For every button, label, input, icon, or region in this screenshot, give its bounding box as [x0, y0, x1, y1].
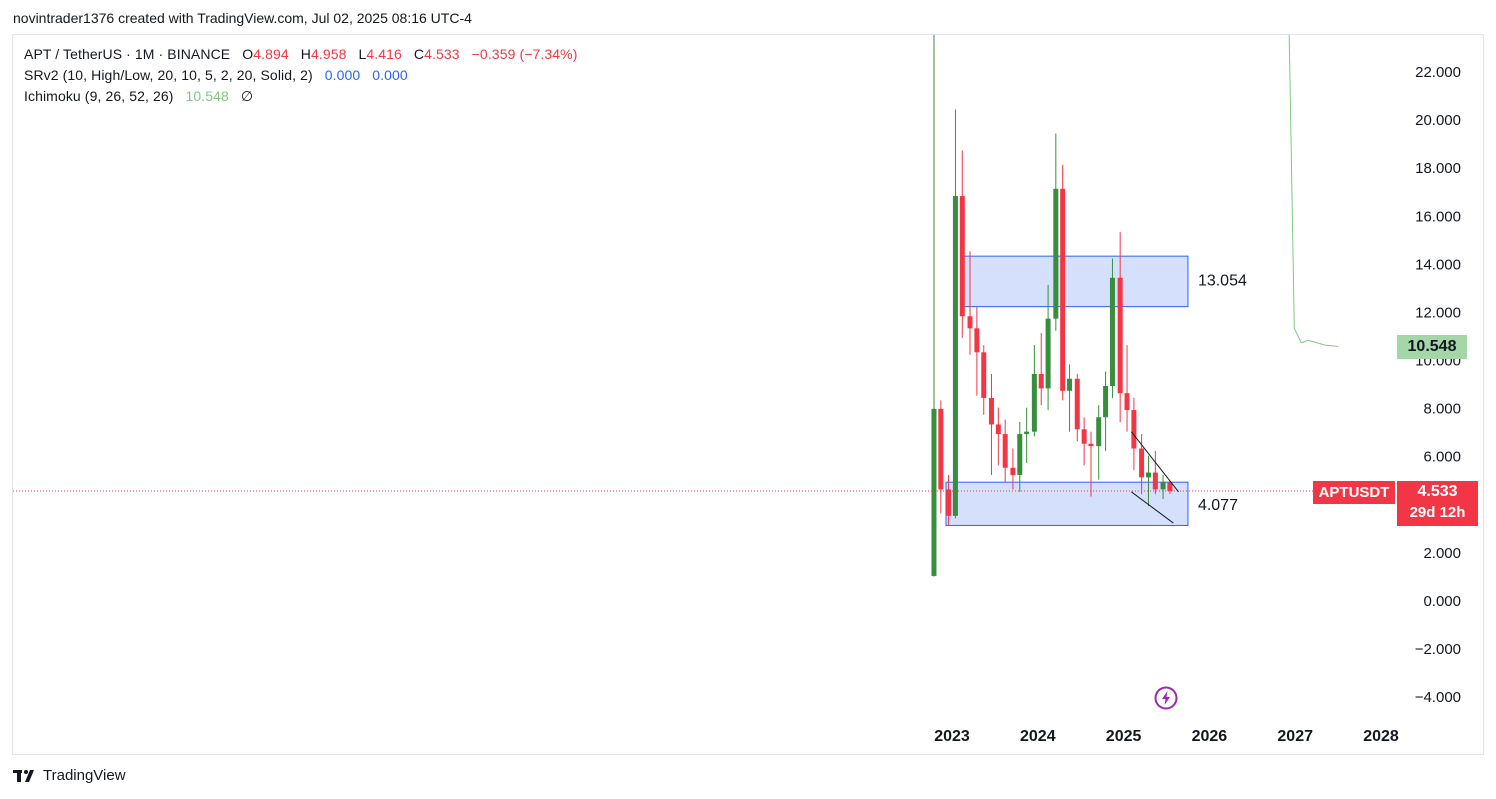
- candle-body: [1160, 482, 1166, 490]
- candle-body: [988, 398, 994, 425]
- sr-zone-label: 13.054: [1198, 273, 1247, 290]
- low-value: 4.416: [366, 46, 402, 62]
- candle-body: [931, 408, 937, 576]
- ichimoku-price-badge: 10.548: [1397, 335, 1467, 359]
- candle-body: [1060, 188, 1066, 391]
- x-tick-label: 2024: [1020, 728, 1056, 745]
- candle-body: [952, 196, 958, 516]
- y-tick-label: 8.000: [1423, 401, 1461, 418]
- candle-body: [1074, 378, 1080, 430]
- close-value: 4.533: [424, 46, 460, 62]
- open-value: 4.894: [253, 46, 289, 62]
- srv2-value-1: 0.000: [324, 67, 361, 83]
- candle-body: [1167, 482, 1173, 492]
- candle-body: [1017, 434, 1023, 475]
- bar-countdown: 29d 12h: [1409, 504, 1466, 521]
- candle-body: [1081, 429, 1087, 444]
- last-price-value: 4.533: [1417, 483, 1458, 500]
- candle-body: [946, 489, 952, 516]
- y-tick-label: 12.000: [1415, 304, 1461, 321]
- srv2-value-2: 0.000: [372, 67, 408, 83]
- x-tick-label: 2023: [934, 728, 970, 745]
- chart-attribution: novintrader1376 created with TradingView…: [13, 10, 472, 26]
- trendline: [1130, 431, 1179, 493]
- y-tick-label: 16.000: [1415, 208, 1461, 225]
- y-tick-label: 0.000: [1423, 593, 1461, 610]
- candle-body: [938, 408, 944, 490]
- candle-body: [1096, 417, 1102, 447]
- candle-body: [1109, 277, 1115, 386]
- trendline: [1131, 491, 1174, 524]
- y-tick-label: 18.000: [1415, 160, 1461, 177]
- candle-body: [1145, 472, 1151, 478]
- sr-zone: [945, 481, 1189, 526]
- ichimoku-label: Ichimoku (9, 26, 52, 26): [24, 88, 174, 104]
- ichimoku-line: [1288, 34, 1339, 347]
- ichimoku-legend[interactable]: Ichimoku (9, 26, 52, 26) 10.548 ∅: [24, 88, 253, 105]
- y-tick-label: −2.000: [1415, 641, 1461, 658]
- sr-zone-label: 4.077: [1198, 497, 1238, 514]
- candle-body: [1010, 467, 1016, 475]
- candle-body: [974, 328, 980, 353]
- candle-body: [1053, 188, 1059, 319]
- x-tick-label: 2028: [1363, 728, 1399, 745]
- candle-body: [995, 424, 1001, 435]
- y-tick-label: 6.000: [1423, 449, 1461, 466]
- footer-branding[interactable]: TradingView: [13, 767, 126, 784]
- candle-body: [1117, 277, 1123, 394]
- x-tick-label: 2026: [1192, 728, 1228, 745]
- y-tick-label: 2.000: [1423, 545, 1461, 562]
- chart-frame: [12, 34, 1484, 755]
- sr-zone: [960, 255, 1189, 308]
- y-tick-label: 14.000: [1415, 256, 1461, 273]
- y-tick-label: 22.000: [1415, 64, 1461, 81]
- candle-body: [1067, 378, 1073, 391]
- change-value: −0.359 (−7.34%): [471, 46, 578, 62]
- candle-body: [967, 316, 973, 329]
- candle-body: [981, 352, 987, 399]
- candle-body: [1139, 448, 1145, 478]
- tradingview-logo-icon: [13, 769, 39, 783]
- symbol-line: APT / TetherUS · 1M · BINANCE: [24, 46, 231, 62]
- candle-body: [1103, 385, 1109, 418]
- y-tick-label: −4.000: [1415, 689, 1461, 706]
- candle-body: [1124, 393, 1130, 411]
- y-tick-label: 20.000: [1415, 112, 1461, 129]
- candle-body: [1024, 431, 1030, 435]
- symbol-price-badge: APTUSDT: [1313, 481, 1395, 504]
- candle-body: [1088, 443, 1094, 447]
- x-tick-label: 2027: [1277, 728, 1313, 745]
- lightning-icon[interactable]: [1154, 686, 1178, 710]
- candle-body: [1038, 373, 1044, 389]
- open-label: O: [242, 46, 254, 62]
- candle-body: [959, 196, 965, 317]
- high-label: H: [300, 46, 311, 62]
- x-tick-label: 2025: [1106, 728, 1142, 745]
- footer-brand: TradingView: [43, 767, 126, 784]
- symbol-legend[interactable]: APT / TetherUS · 1M · BINANCE O4.894 H4.…: [24, 46, 577, 62]
- candle-body: [1152, 472, 1158, 490]
- candle-body: [1002, 434, 1008, 468]
- srv2-legend[interactable]: SRv2 (10, High/Low, 20, 10, 5, 2, 20, So…: [24, 67, 408, 83]
- low-label: L: [358, 46, 367, 62]
- candle-body: [1031, 373, 1037, 432]
- last-price-badge: 4.533 29d 12h: [1397, 481, 1478, 526]
- high-value: 4.958: [310, 46, 347, 62]
- candle-body: [1131, 410, 1137, 449]
- srv2-label: SRv2 (10, High/Low, 20, 10, 5, 2, 20, So…: [24, 67, 313, 83]
- candle-body: [1045, 318, 1051, 389]
- close-label: C: [413, 46, 425, 62]
- ichimoku-na-value: ∅: [240, 88, 254, 104]
- ichimoku-value: 10.548: [185, 88, 229, 104]
